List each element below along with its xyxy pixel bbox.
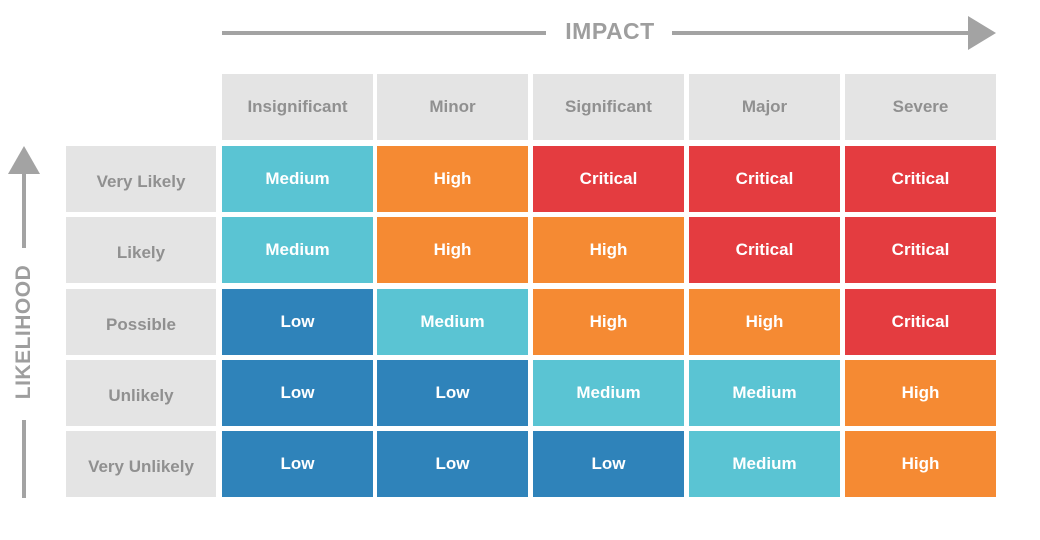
impact-axis-label: IMPACT (565, 18, 655, 44)
risk-cell-very-unlikely-significant: Low (533, 431, 684, 497)
row-header-likely: Likely (66, 217, 216, 283)
risk-cell-very-likely-insignificant: Medium (222, 146, 373, 212)
row-header-unlikely: Unlikely (66, 360, 216, 426)
column-header-minor: Minor (377, 74, 528, 140)
likelihood-arrow-line-top (22, 172, 26, 248)
risk-cell-very-likely-major: Critical (689, 146, 840, 212)
risk-cell-very-unlikely-major: Medium (689, 431, 840, 497)
row-header-very-unlikely: Very Unlikely (66, 431, 216, 497)
impact-arrow-line-right (672, 31, 972, 35)
likelihood-axis-label: LIKELIHOOD (12, 264, 35, 400)
risk-cell-unlikely-major: Medium (689, 360, 840, 426)
risk-cell-unlikely-insignificant: Low (222, 360, 373, 426)
risk-cell-unlikely-severe: High (845, 360, 996, 426)
risk-cell-possible-major: High (689, 289, 840, 355)
risk-cell-very-likely-severe: Critical (845, 146, 996, 212)
up-arrow-icon (8, 146, 40, 174)
column-header-significant: Significant (533, 74, 684, 140)
risk-cell-likely-significant: High (533, 217, 684, 283)
row-header-very-likely: Very Likely (66, 146, 216, 212)
impact-arrow-line-left (222, 31, 546, 35)
risk-cell-possible-insignificant: Low (222, 289, 373, 355)
row-header-possible: Possible (66, 289, 216, 355)
risk-cell-likely-major: Critical (689, 217, 840, 283)
risk-cell-possible-minor: Medium (377, 289, 528, 355)
risk-cell-likely-severe: Critical (845, 217, 996, 283)
column-header-major: Major (689, 74, 840, 140)
risk-cell-unlikely-significant: Medium (533, 360, 684, 426)
risk-cell-unlikely-minor: Low (377, 360, 528, 426)
right-arrow-icon (968, 16, 996, 50)
risk-cell-very-unlikely-insignificant: Low (222, 431, 373, 497)
risk-cell-very-unlikely-severe: High (845, 431, 996, 497)
risk-cell-possible-significant: High (533, 289, 684, 355)
column-header-insignificant: Insignificant (222, 74, 373, 140)
risk-cell-likely-insignificant: Medium (222, 217, 373, 283)
risk-cell-possible-severe: Critical (845, 289, 996, 355)
risk-cell-very-likely-minor: High (377, 146, 528, 212)
risk-cell-very-likely-significant: Critical (533, 146, 684, 212)
likelihood-arrow-line-bottom (22, 420, 26, 498)
column-header-severe: Severe (845, 74, 996, 140)
risk-cell-very-unlikely-minor: Low (377, 431, 528, 497)
risk-cell-likely-minor: High (377, 217, 528, 283)
